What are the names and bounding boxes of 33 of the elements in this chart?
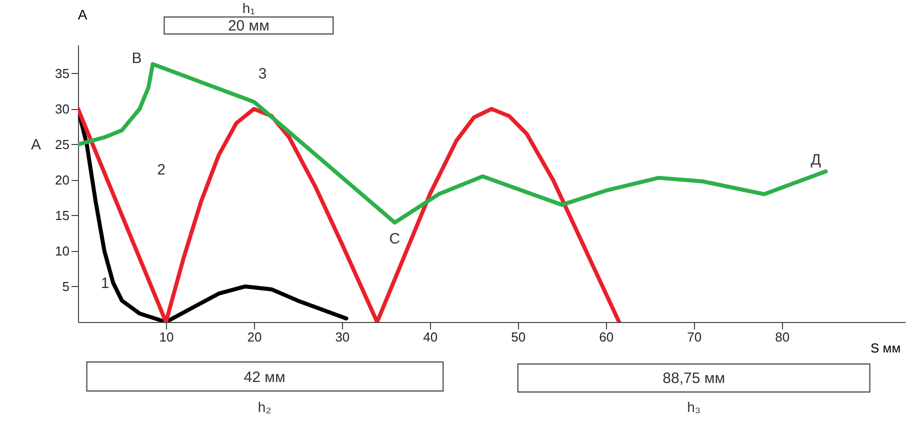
y-tick-label: 10: [55, 243, 70, 258]
line-series: [78, 62, 828, 225]
y-axis-title: A: [78, 6, 88, 22]
x-tick-label: 20: [247, 330, 262, 344]
text: h₂: [258, 399, 272, 415]
x-tick-label: 80: [775, 330, 790, 344]
line-series: [78, 106, 348, 322]
x-axis-title: S мм: [870, 340, 901, 356]
text: 88,75 мм: [662, 370, 726, 387]
annotation: Д: [810, 151, 821, 168]
y-tick-label: 30: [55, 101, 70, 116]
text: h₃: [687, 399, 701, 415]
y-tick-label: 5: [62, 278, 70, 294]
x-tick-label: 60: [599, 330, 614, 344]
x-tick-label: 70: [687, 330, 702, 344]
text: 42 мм: [244, 369, 286, 386]
x-tick-label: 50: [511, 330, 526, 344]
annotation: В: [132, 50, 142, 68]
y-tick-label: 35: [55, 66, 70, 81]
y-tick-label: 15: [55, 208, 70, 223]
line-series: [78, 106, 622, 322]
annotation: А: [30, 136, 42, 154]
text: 2: [157, 161, 166, 178]
y-tick-label: 25: [55, 136, 70, 152]
x-tick-label: 30: [335, 330, 350, 344]
x-tick-label: 10: [159, 330, 174, 344]
annotation: С: [389, 230, 400, 248]
text: h₁: [242, 0, 256, 16]
x-tick-label: 40: [423, 330, 438, 344]
text: 20 мм: [228, 18, 270, 34]
y-tick-label: 20: [55, 172, 70, 188]
series-label: 3: [258, 65, 267, 82]
series-label: 1: [100, 274, 110, 292]
